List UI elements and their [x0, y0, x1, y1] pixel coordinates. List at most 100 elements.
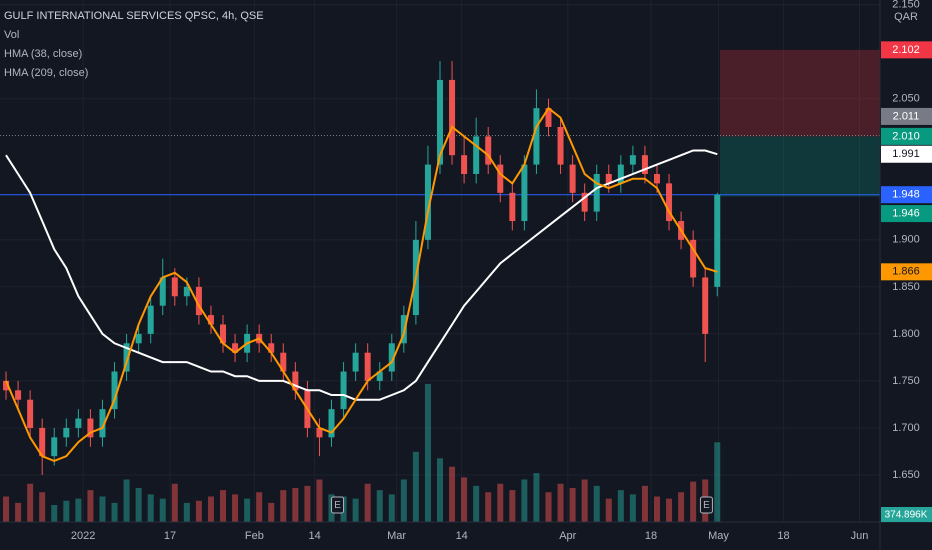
- candle-body: [485, 136, 492, 165]
- candle-body: [641, 155, 648, 174]
- volume-bar: [75, 498, 82, 522]
- candle-body: [280, 352, 287, 372]
- candle-body: [593, 174, 600, 212]
- volume-bar: [39, 492, 46, 522]
- volume-bar: [195, 500, 202, 522]
- indicator-line: [5, 106, 718, 462]
- volume-bar: [678, 492, 685, 522]
- y-tick-label: 1.800: [892, 328, 920, 340]
- candle-body: [364, 352, 371, 381]
- candle-body: [268, 343, 275, 353]
- price-badge: [881, 263, 932, 281]
- volume-badge-label: 374.896K: [885, 510, 928, 521]
- price-badge: [881, 41, 932, 59]
- candle-body: [87, 418, 94, 438]
- volume-bar: [292, 488, 299, 522]
- volume-bar: [376, 490, 383, 522]
- candle-body: [195, 286, 202, 316]
- volume-bar: [533, 473, 540, 522]
- candle-body: [340, 371, 347, 410]
- y-tick-label: 1.900: [892, 234, 920, 246]
- volume-bar: [569, 488, 576, 522]
- volume-bar: [617, 490, 624, 522]
- candle-body: [545, 108, 552, 127]
- price-badge: [881, 205, 932, 223]
- x-tick-label: May: [708, 530, 729, 542]
- candle-body: [316, 427, 323, 438]
- volume-bar: [280, 490, 287, 522]
- volume-bar: [183, 502, 190, 522]
- candle-body: [352, 352, 359, 372]
- candle-body: [207, 315, 214, 325]
- candle-body: [3, 380, 10, 391]
- target-zone: [720, 136, 880, 197]
- candle-body: [605, 174, 612, 184]
- volume-bar: [714, 442, 721, 522]
- volume-bar: [15, 502, 22, 522]
- candle-body: [473, 136, 480, 174]
- candle-body: [220, 324, 227, 344]
- price-badge-label: 1.948: [892, 189, 920, 201]
- x-tick-label: Jun: [851, 530, 869, 542]
- volume-bar: [352, 498, 359, 522]
- indicator-line: [5, 149, 718, 401]
- event-marker: [699, 496, 713, 514]
- candle-body: [171, 277, 178, 297]
- price-badge: [881, 127, 932, 145]
- volume-bar: [87, 490, 94, 522]
- x-tick-label: 14: [456, 530, 468, 542]
- volume-bar: [461, 477, 468, 522]
- volume-bar: [3, 496, 10, 522]
- volume-bar: [256, 492, 263, 522]
- candle-body: [328, 409, 335, 438]
- candle-body: [581, 192, 588, 212]
- candle-body: [653, 174, 660, 184]
- candle-body: [183, 286, 190, 297]
- volume-bar: [521, 479, 528, 522]
- x-tick-label: 18: [777, 530, 789, 542]
- candle-body: [51, 437, 58, 457]
- price-badge-label: 2.011: [893, 110, 920, 122]
- volume-bar: [449, 466, 456, 522]
- x-tick-label: Mar: [387, 530, 406, 542]
- chart-title: GULF INTERNATIONAL SERVICES QPSC, 4h, QS…: [4, 10, 264, 22]
- legend-entry: HMA (38, close): [4, 48, 82, 60]
- candle-body: [27, 399, 34, 428]
- volume-bar: [135, 488, 142, 522]
- candle-body: [629, 155, 636, 165]
- volume-bar: [304, 485, 311, 522]
- volume-bar: [509, 490, 516, 522]
- candle-body: [690, 239, 697, 278]
- y-tick-label: 2.150: [892, 0, 920, 11]
- candle-body: [292, 371, 299, 391]
- candle-body: [135, 333, 142, 344]
- volume-bar: [653, 496, 660, 522]
- x-tick-label: 18: [645, 530, 657, 542]
- y-tick-label: 1.650: [892, 469, 920, 481]
- candle-body: [376, 371, 383, 381]
- volume-bar: [388, 494, 395, 522]
- candle-body: [461, 155, 468, 174]
- volume-bar: [605, 498, 612, 522]
- y-tick-label: 1.700: [892, 422, 920, 434]
- candle-body: [509, 192, 516, 222]
- candle-body: [666, 183, 673, 222]
- volume-bar: [171, 483, 178, 522]
- volume-bar: [581, 479, 588, 522]
- volume-bar: [424, 383, 431, 522]
- volume-badge: [881, 507, 932, 522]
- candle-body: [617, 164, 624, 184]
- candle-body: [714, 194, 721, 287]
- volume-bar: [690, 481, 697, 522]
- volume-bar: [497, 483, 504, 522]
- volume-bar: [63, 500, 70, 522]
- volume-bar: [268, 502, 275, 522]
- candle-body: [437, 79, 443, 165]
- candle-body: [147, 305, 154, 334]
- candle-body: [232, 343, 239, 353]
- volume-bar: [316, 479, 323, 522]
- event-marker: [331, 496, 345, 514]
- candle-body: [449, 79, 456, 156]
- volume-bar: [593, 485, 600, 522]
